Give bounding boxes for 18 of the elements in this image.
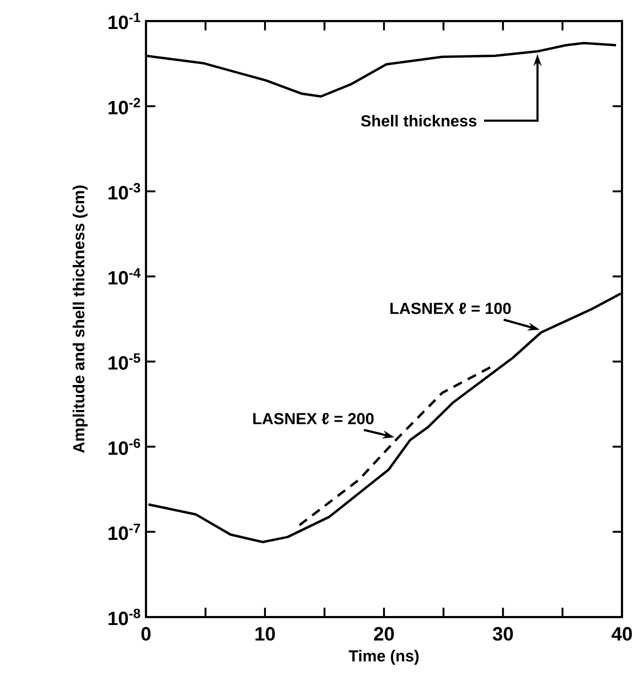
x-tick-label: 30 — [492, 627, 513, 641]
text: Shell thickness — [361, 114, 476, 127]
series-label: LASNEX ℓ = 200 — [253, 412, 374, 424]
x-tick-label: 0 — [141, 627, 151, 641]
x-tick-label: 20 — [374, 627, 394, 641]
y-tick-label: 10$^{-6}$ — [108, 438, 140, 455]
y-tick-label: 10$^{-4}$ — [108, 268, 141, 285]
y-tick-label: 10$^{-3}$ — [108, 183, 140, 200]
y-tick-label: 10$^{-5}$ — [108, 353, 140, 370]
x-tick-label: 10 — [256, 627, 275, 641]
y-axis-title: Amplitude and shell thickness (cm) — [72, 186, 88, 453]
text: LASNEX ℓ = 100 — [390, 302, 511, 314]
x-axis-title: Time (ns) — [348, 650, 419, 665]
y-tick-label: 10$^{-2}$ — [108, 98, 140, 114]
x-tick-label: 40 — [612, 627, 632, 641]
y-tick-label: 10$^{-1}$ — [108, 12, 140, 30]
y-tick-label: 10$^{-7}$ — [108, 524, 140, 540]
y-tick-label: 10$^{-8}$ — [108, 608, 140, 626]
